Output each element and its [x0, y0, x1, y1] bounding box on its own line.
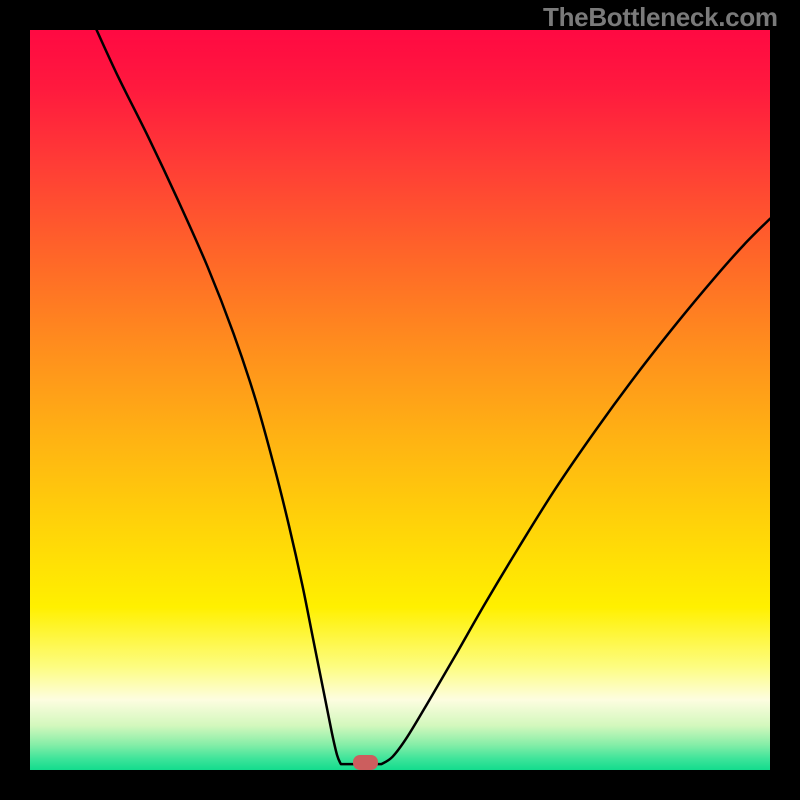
- gradient-rect: [30, 30, 770, 770]
- plot-svg: [30, 30, 770, 770]
- minimum-marker: [353, 755, 378, 770]
- plot-area: [30, 30, 770, 770]
- watermark-text: TheBottleneck.com: [543, 2, 778, 33]
